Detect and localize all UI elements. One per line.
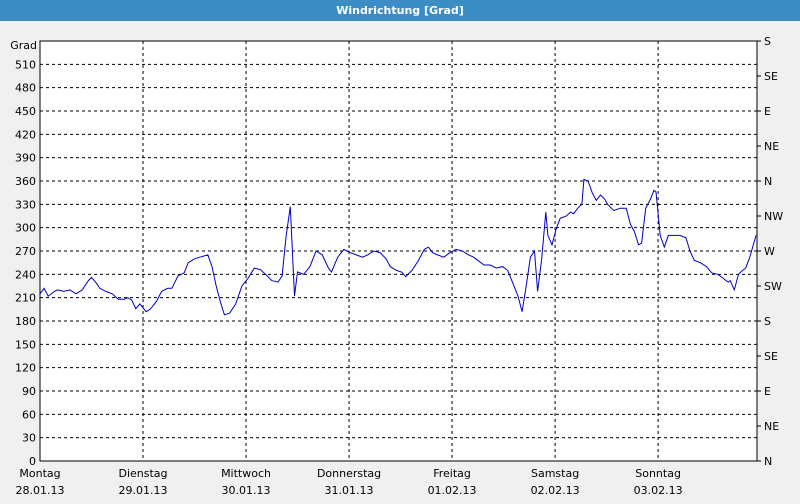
y-tick-label: 480 [15,82,36,95]
y-tick-label: 30 [22,432,36,445]
x-tick-label: Donnerstag [317,467,381,480]
x-tick-date: 28.01.13 [16,484,65,497]
y-tick-label: 360 [15,175,36,188]
y2-tick-label: NE [764,420,779,433]
x-tick-label: Samstag [531,467,579,480]
chart-title: Windrichtung [Grad] [336,4,464,17]
y-tick-label: 120 [15,362,36,375]
y2-tick-label: N [764,455,772,468]
y-tick-label: 390 [15,152,36,165]
y-tick-label: 180 [15,315,36,328]
x-tick-label: Freitag [433,467,471,480]
y2-tick-label: SE [764,70,778,83]
x-tick-label: Sonntag [635,467,681,480]
y2-tick-label: NE [764,140,779,153]
x-tick-label: Mittwoch [221,467,271,480]
y2-tick-label: NW [764,210,783,223]
y-tick-label: 210 [15,292,36,305]
title-bar [0,0,800,21]
x-tick-label: Dienstag [118,467,167,480]
y2-tick-label: SW [764,280,782,293]
x-tick-date: 03.02.13 [634,484,683,497]
data-line [39,178,757,316]
y-tick-label: 330 [15,198,36,211]
y2-tick-label: S [764,315,771,328]
y2-tick-label: S [764,35,771,48]
x-tick-date: 02.02.13 [531,484,580,497]
y-tick-label: 420 [15,128,36,141]
y2-tick-label: N [764,175,772,188]
y-axis-label: Grad [10,39,37,52]
x-tick-label: Montag [19,467,60,480]
y-tick-label: 450 [15,105,36,118]
x-tick-date: 29.01.13 [119,484,168,497]
x-tick-date: 31.01.13 [325,484,374,497]
y2-tick-label: SE [764,350,778,363]
y2-tick-label: E [764,105,771,118]
y2-tick-label: E [764,385,771,398]
y-tick-label: 60 [22,408,36,421]
x-tick-date: 01.02.13 [428,484,477,497]
y-tick-label: 90 [22,385,36,398]
y-tick-label: 510 [15,58,36,71]
x-tick-date: 30.01.13 [222,484,271,497]
y-tick-label: 300 [15,222,36,235]
y-tick-label: 0 [29,455,36,468]
y2-tick-label: W [764,245,775,258]
y-tick-label: 150 [15,338,36,351]
y-tick-label: 240 [15,268,36,281]
plot-area [39,40,758,462]
y-tick-label: 270 [15,245,36,258]
